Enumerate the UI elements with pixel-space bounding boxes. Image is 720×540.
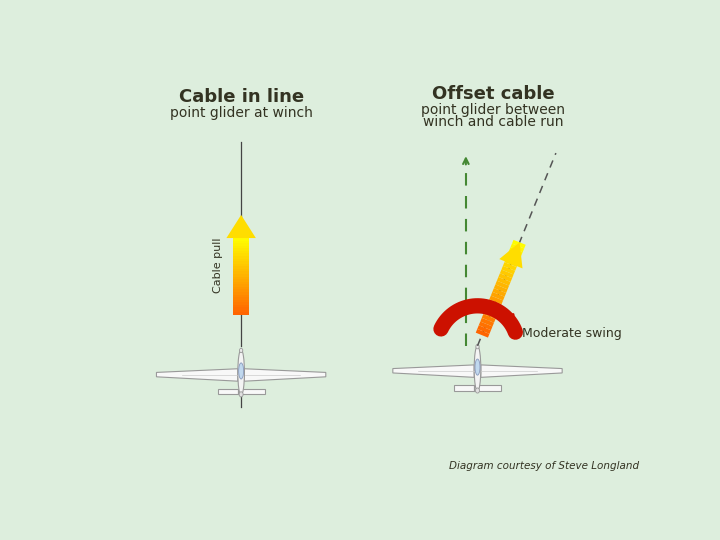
Ellipse shape [240, 348, 243, 353]
Text: winch and cable run: winch and cable run [423, 115, 563, 129]
Polygon shape [226, 215, 256, 238]
Polygon shape [393, 365, 474, 377]
Ellipse shape [239, 392, 243, 397]
Polygon shape [454, 386, 474, 390]
Polygon shape [233, 313, 249, 315]
Polygon shape [486, 303, 500, 312]
Polygon shape [495, 281, 509, 289]
Ellipse shape [474, 346, 481, 391]
Polygon shape [233, 238, 249, 241]
Polygon shape [233, 279, 249, 282]
Polygon shape [217, 389, 238, 394]
Polygon shape [483, 310, 497, 319]
Polygon shape [156, 369, 238, 381]
Text: Cable pull: Cable pull [213, 237, 223, 293]
Polygon shape [233, 307, 249, 310]
Text: Moderate swing: Moderate swing [521, 327, 621, 340]
Polygon shape [503, 262, 517, 271]
Polygon shape [476, 329, 490, 338]
Polygon shape [233, 297, 249, 300]
Polygon shape [233, 287, 249, 289]
Polygon shape [509, 247, 523, 256]
Polygon shape [244, 369, 325, 381]
Polygon shape [505, 259, 518, 267]
Polygon shape [233, 302, 249, 305]
Polygon shape [479, 321, 492, 330]
Polygon shape [233, 251, 249, 253]
Polygon shape [233, 243, 249, 246]
Polygon shape [233, 274, 249, 276]
Polygon shape [233, 289, 249, 292]
Polygon shape [238, 389, 265, 394]
Polygon shape [480, 318, 494, 327]
Polygon shape [512, 240, 526, 248]
Polygon shape [490, 295, 503, 304]
Polygon shape [233, 266, 249, 269]
Polygon shape [508, 251, 521, 260]
Polygon shape [233, 272, 249, 274]
Polygon shape [233, 276, 249, 279]
Polygon shape [498, 273, 512, 282]
Polygon shape [233, 269, 249, 272]
Polygon shape [501, 266, 515, 274]
Polygon shape [233, 292, 249, 294]
Ellipse shape [475, 388, 480, 393]
Text: Diagram courtesy of Steve Longland: Diagram courtesy of Steve Longland [449, 461, 639, 471]
Polygon shape [233, 246, 249, 248]
Polygon shape [481, 365, 562, 377]
Polygon shape [233, 294, 249, 297]
Polygon shape [477, 325, 491, 334]
Polygon shape [233, 253, 249, 256]
Ellipse shape [476, 345, 479, 349]
Text: point glider at winch: point glider at winch [170, 105, 312, 119]
Text: Cable in line: Cable in line [179, 88, 304, 106]
Polygon shape [491, 292, 505, 300]
Polygon shape [492, 288, 506, 297]
Ellipse shape [238, 363, 243, 379]
Text: Offset cable: Offset cable [432, 85, 554, 103]
Polygon shape [485, 307, 498, 315]
Polygon shape [500, 269, 513, 278]
Polygon shape [497, 277, 510, 286]
Polygon shape [233, 300, 249, 302]
Text: point glider between: point glider between [421, 103, 565, 117]
Polygon shape [233, 261, 249, 264]
Polygon shape [233, 241, 249, 243]
Polygon shape [482, 314, 495, 323]
Polygon shape [233, 282, 249, 284]
Polygon shape [488, 299, 502, 308]
Polygon shape [474, 386, 501, 390]
Polygon shape [233, 310, 249, 313]
Polygon shape [494, 285, 508, 293]
Polygon shape [233, 256, 249, 259]
Polygon shape [510, 244, 524, 252]
Polygon shape [233, 264, 249, 266]
Ellipse shape [238, 350, 244, 395]
Polygon shape [233, 259, 249, 261]
Polygon shape [506, 255, 520, 264]
Polygon shape [233, 248, 249, 251]
Polygon shape [233, 305, 249, 307]
Polygon shape [499, 242, 523, 268]
Ellipse shape [475, 359, 480, 375]
Polygon shape [233, 284, 249, 287]
